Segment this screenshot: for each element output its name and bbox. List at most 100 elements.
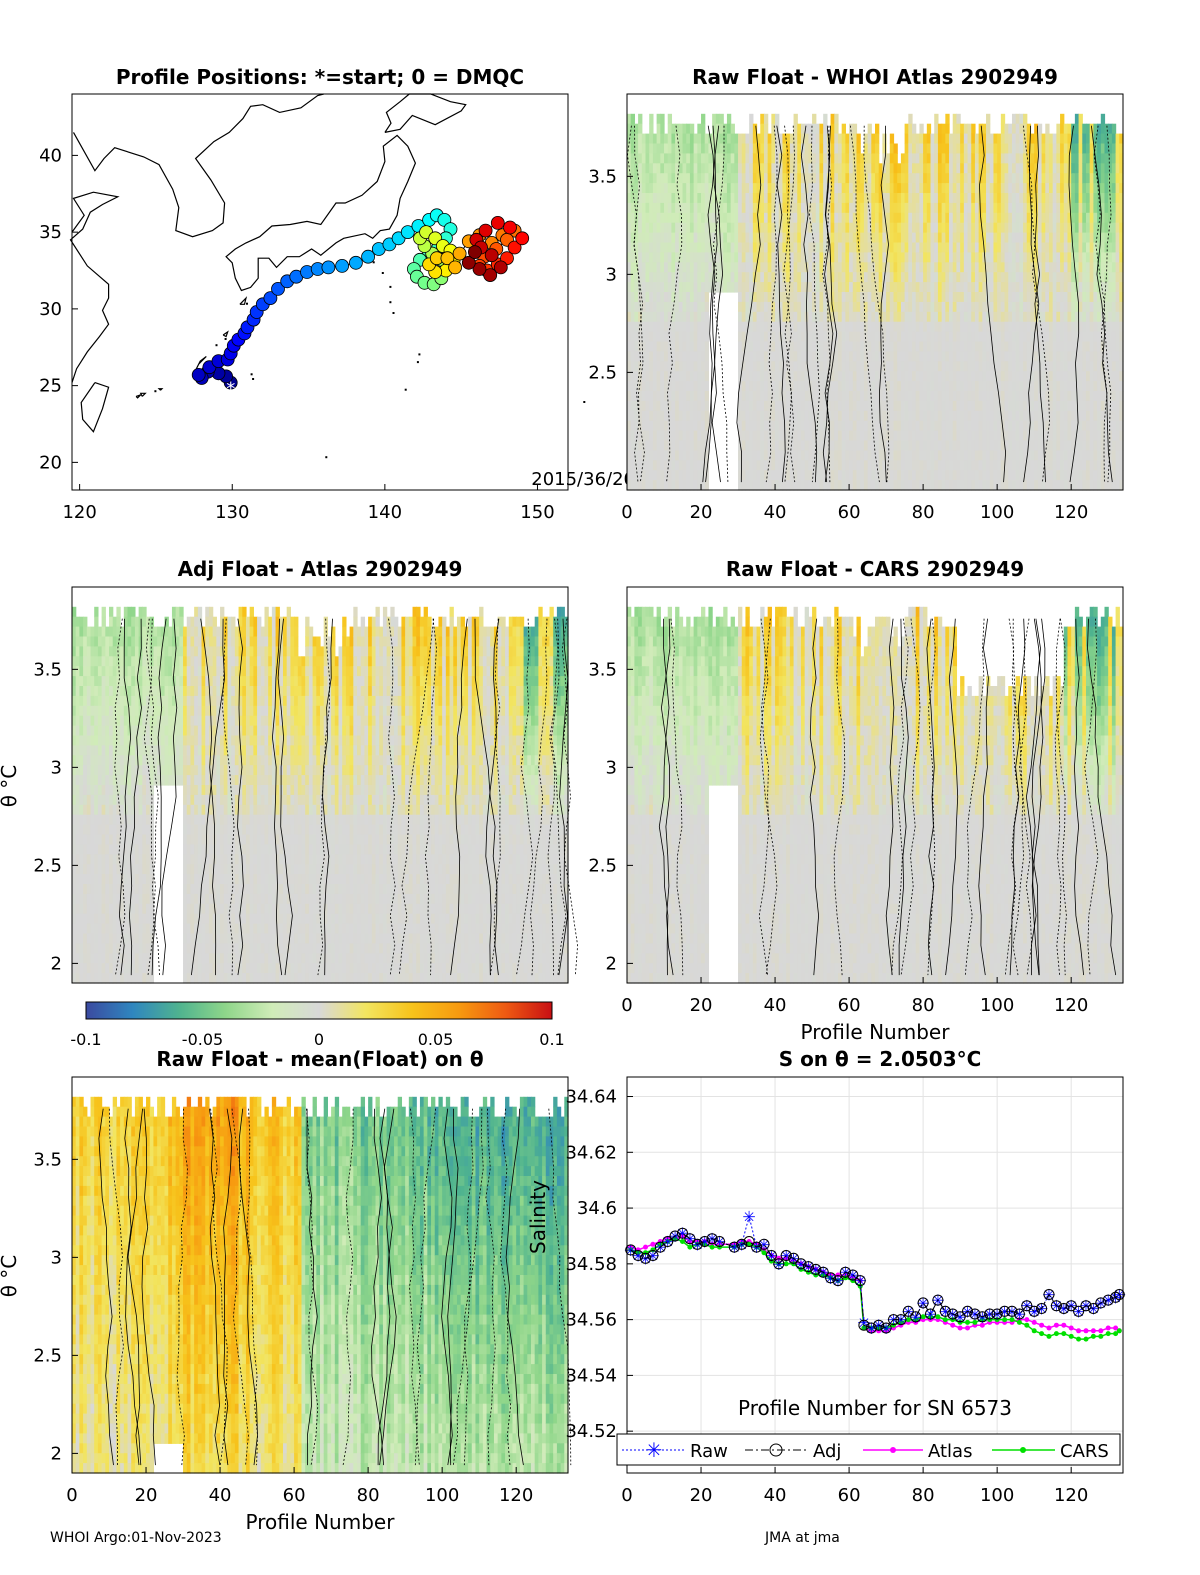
heatmap-cell <box>686 400 691 412</box>
heatmap-cell <box>1085 371 1091 382</box>
heatmap-cell <box>852 480 858 491</box>
heatmap-cell <box>808 183 813 194</box>
heatmap-cell <box>1089 232 1094 244</box>
heatmap-cell <box>675 341 680 352</box>
heatmap-cell <box>1097 202 1102 214</box>
heatmap-cell <box>841 123 846 135</box>
heatmap-cell <box>819 133 824 145</box>
heatmap-cell <box>830 400 835 412</box>
heatmap-cell <box>956 272 961 283</box>
heatmap-cell <box>756 470 761 481</box>
heatmap-cell <box>930 133 935 145</box>
heatmap-cell <box>900 232 906 244</box>
heatmap-cell <box>937 410 943 422</box>
heatmap-cell <box>652 341 658 352</box>
heatmap-cell <box>997 143 1002 154</box>
heatmap-cell <box>1045 123 1050 135</box>
heatmap-cell <box>1008 292 1013 303</box>
heatmap-cell <box>1104 440 1109 451</box>
heatmap-cell <box>649 470 654 481</box>
heatmap-cell <box>1093 470 1098 481</box>
heatmap-cell <box>638 331 643 343</box>
heatmap-cell <box>1085 400 1091 412</box>
heatmap-cell <box>652 282 658 293</box>
heatmap-cell <box>1030 193 1035 204</box>
heatmap-cell <box>627 183 632 194</box>
heatmap-cell <box>871 410 876 422</box>
heatmap-cell <box>867 420 872 432</box>
heatmap-cell <box>660 113 665 125</box>
heatmap-cell <box>949 133 954 145</box>
heatmap-cell <box>1085 440 1091 451</box>
island-dot <box>325 456 328 459</box>
heatmap-cell <box>812 173 817 184</box>
heatmap-cell <box>627 430 632 442</box>
heatmap-cell <box>971 410 976 422</box>
heatmap-cell <box>923 391 928 402</box>
heatmap-cell <box>726 212 732 224</box>
heatmap-cell <box>934 321 939 333</box>
heatmap-cell <box>930 301 935 313</box>
heatmap-cell <box>923 341 928 352</box>
heatmap-cell <box>1000 232 1006 244</box>
heatmap-cell <box>912 242 917 253</box>
heatmap-cell <box>1085 301 1091 313</box>
heatmap-cell <box>945 450 950 461</box>
heatmap-cell <box>834 321 839 333</box>
heatmap-cell <box>752 163 758 174</box>
heatmap-cell <box>797 222 802 234</box>
heatmap-cell <box>738 460 743 471</box>
contour-line <box>1091 125 1113 483</box>
heatmap-cell <box>915 183 921 194</box>
heatmap-cell <box>919 440 924 451</box>
heatmap-cell <box>686 341 691 352</box>
heatmap-cell <box>949 410 954 422</box>
heatmap-cell <box>997 262 1002 273</box>
heatmap-cell <box>1048 173 1054 184</box>
heatmap-cell <box>889 173 895 184</box>
heatmap-cell <box>1119 202 1124 214</box>
heatmap-cell <box>845 430 850 442</box>
heatmap-cell <box>741 450 747 461</box>
heatmap-cell <box>1019 440 1024 451</box>
heatmap-cell <box>845 143 850 154</box>
heatmap-cell <box>852 311 858 323</box>
heatmap-cell <box>912 450 917 461</box>
heatmap-cell <box>912 212 917 224</box>
heatmap-cell <box>982 222 987 234</box>
heatmap-cell <box>697 183 702 194</box>
heatmap-cell <box>1019 133 1024 145</box>
heatmap-cell <box>723 242 728 253</box>
heatmap-cell <box>1082 381 1087 392</box>
heatmap-cell <box>1104 331 1109 343</box>
heatmap-cell <box>871 301 876 313</box>
heatmap-cell <box>652 470 658 481</box>
heatmap-cell <box>704 252 710 263</box>
heatmap-cell <box>793 183 798 194</box>
heatmap-cell <box>967 341 972 352</box>
heatmap-cell <box>1067 143 1072 154</box>
heatmap-cell <box>782 371 787 382</box>
heatmap-cell <box>1063 153 1069 164</box>
heatmap-cell <box>760 410 765 422</box>
heatmap-cell <box>1078 282 1083 293</box>
heatmap-cell <box>841 282 846 293</box>
heatmap-cell <box>815 252 821 263</box>
heatmap-cell <box>912 351 917 362</box>
heatmap-cell <box>963 133 969 145</box>
heatmap-cell <box>897 262 902 273</box>
heatmap-cell <box>1041 381 1046 392</box>
heatmap-cell <box>830 381 835 392</box>
heatmap-cell <box>1100 202 1106 214</box>
heatmap-cell <box>815 292 821 303</box>
heatmap-cell <box>808 232 813 244</box>
heatmap-cell <box>837 371 843 382</box>
heatmap-cell <box>1085 173 1091 184</box>
heatmap-cell <box>1089 430 1094 442</box>
heatmap-cell <box>1008 470 1013 481</box>
heatmap-cell <box>856 133 861 145</box>
heatmap-cell <box>926 341 932 352</box>
heatmap-cell <box>1067 480 1072 491</box>
heatmap-cell <box>989 400 995 412</box>
heatmap-cell <box>1060 292 1065 303</box>
